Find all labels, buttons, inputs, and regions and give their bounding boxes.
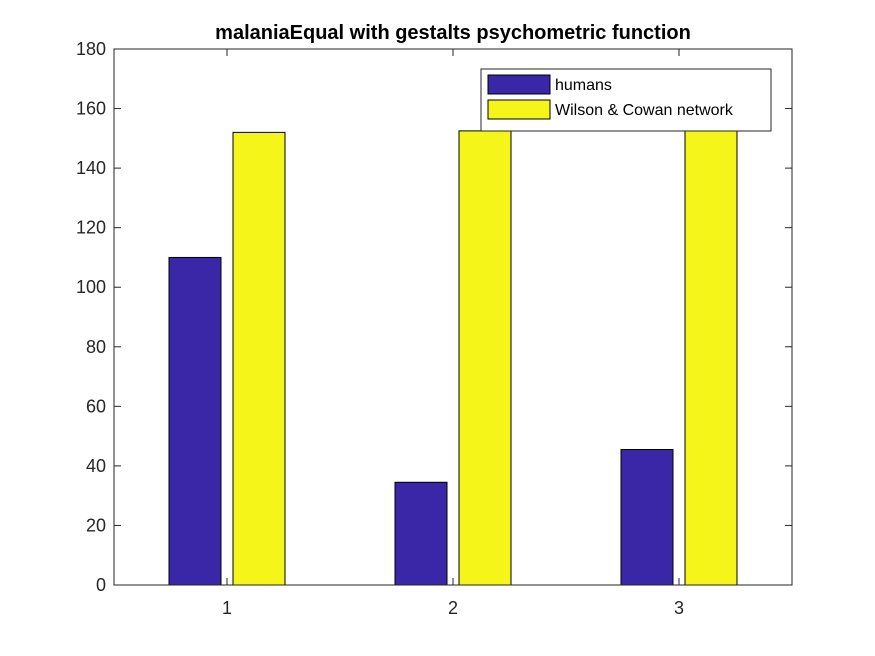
bars-layer [168, 122, 738, 586]
y-tick-label: 160 [76, 99, 106, 119]
bar-series-1-category-2 [394, 481, 448, 586]
x-tick-label: 3 [674, 598, 684, 618]
plot-area [114, 49, 792, 585]
legend-label-2: Wilson & Cowan network [555, 102, 734, 119]
legend-label-1: humans [555, 77, 612, 94]
legend-swatch-1 [487, 74, 551, 95]
y-tick-label: 40 [86, 456, 106, 476]
bar-series-1-category-1 [168, 256, 222, 586]
y-tick-label: 100 [76, 277, 106, 297]
y-tick-label: 60 [86, 396, 106, 416]
y-tick-label: 20 [86, 515, 106, 535]
y-tick-label: 180 [76, 39, 106, 59]
legend[interactable]: humans Wilson & Cowan network [480, 68, 772, 132]
y-tick-label: 140 [76, 158, 106, 178]
legend-swatch-2 [487, 99, 551, 120]
bar-series-2-category-2 [458, 130, 512, 586]
bar-series-2-category-1 [232, 131, 286, 586]
y-tick-label: 80 [86, 337, 106, 357]
axes-layer: 0 20 40 60 80 100 120 140 160 180 1 2 3 [76, 39, 793, 618]
y-tick-label: 0 [96, 575, 106, 595]
bar-series-1-category-3 [620, 449, 674, 586]
chart-title: malaniaEqual with gestalts psychometric … [215, 22, 691, 44]
x-tick-label: 1 [222, 598, 232, 618]
bar-series-2-category-3 [684, 122, 738, 586]
y-tick-label: 120 [76, 218, 106, 238]
x-tick-label: 2 [448, 598, 458, 618]
